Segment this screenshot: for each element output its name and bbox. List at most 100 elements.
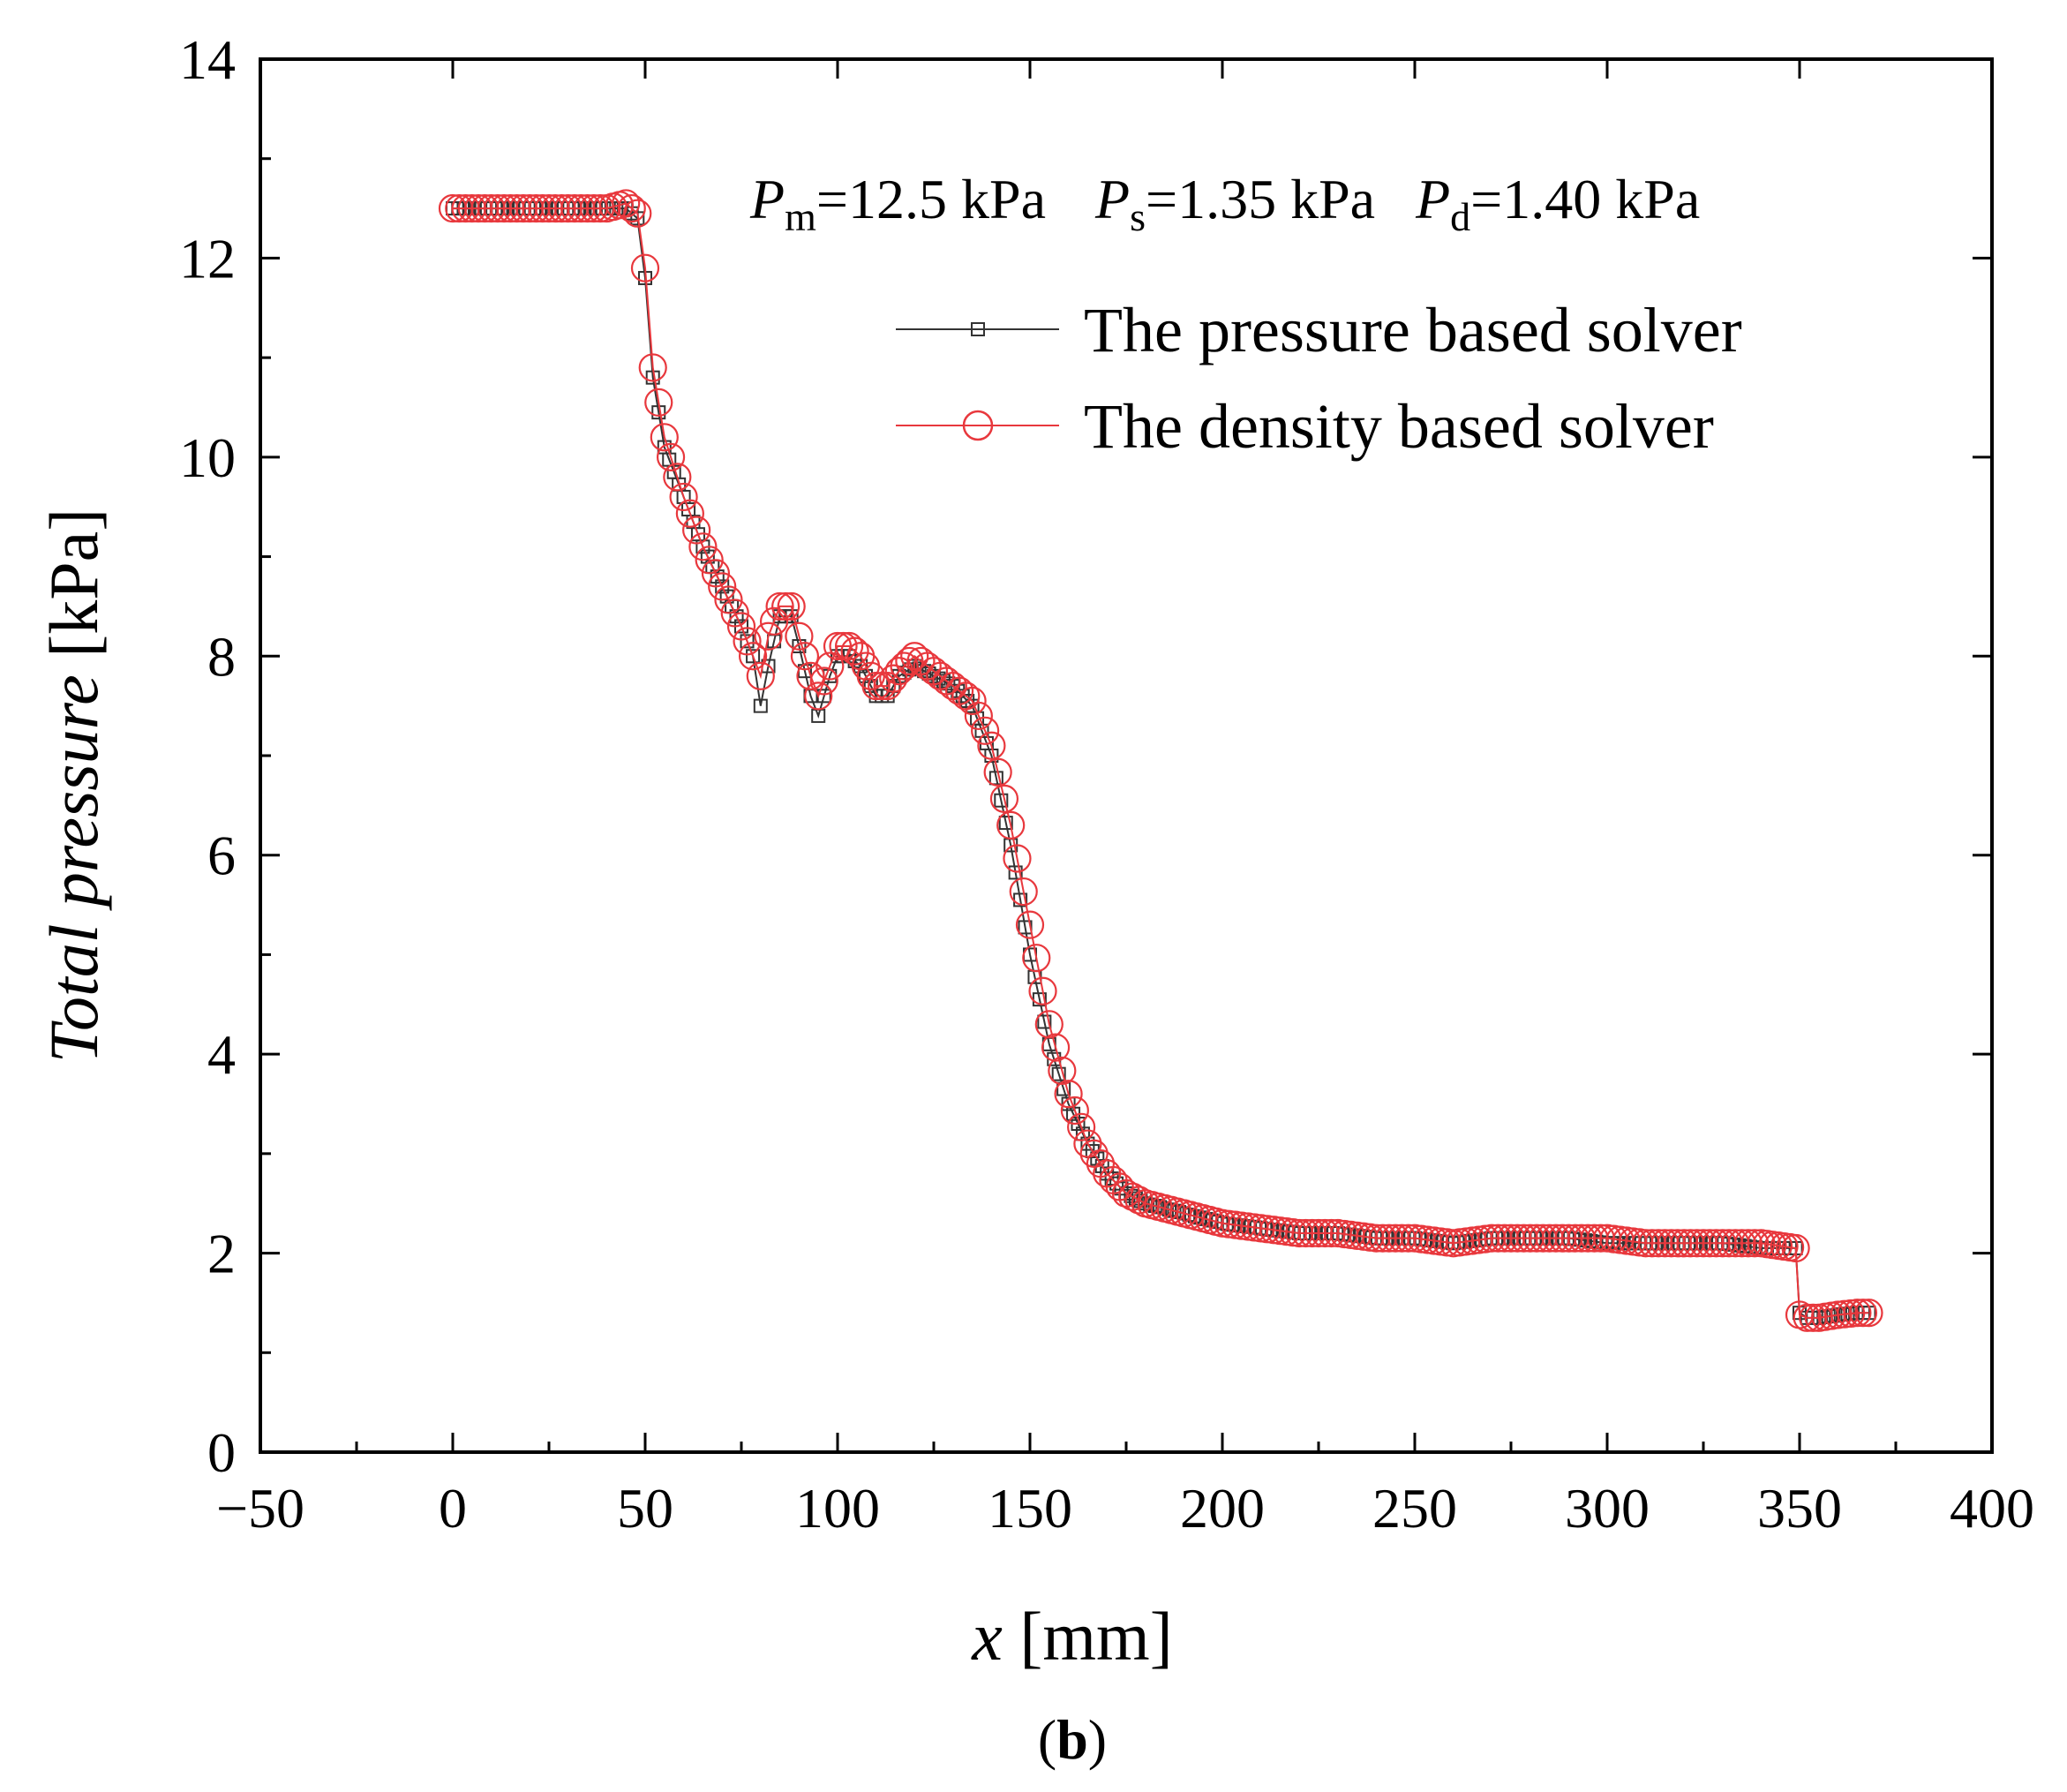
data-point xyxy=(1061,1096,1076,1111)
data-point xyxy=(1003,844,1032,873)
data-point xyxy=(809,666,838,696)
y-tick-label: 4 xyxy=(207,1023,236,1086)
axis-ticks xyxy=(259,57,1994,1454)
panel-paren-open: ( xyxy=(1038,1708,1056,1771)
x-tick-label: −50 xyxy=(216,1477,304,1540)
data-point xyxy=(1015,910,1045,939)
data-point xyxy=(984,749,999,763)
y-tick-label: 0 xyxy=(207,1421,236,1484)
data-point xyxy=(1104,1171,1119,1186)
data-point xyxy=(759,606,789,636)
data-point xyxy=(1114,1181,1129,1196)
series-square xyxy=(446,201,1876,1325)
data-point xyxy=(1118,1182,1147,1211)
series-line xyxy=(453,207,1869,1319)
x-tick-label: 0 xyxy=(439,1477,467,1540)
x-axis-var: x xyxy=(971,1598,1003,1675)
data-point xyxy=(998,816,1013,831)
data-point xyxy=(1051,1066,1066,1081)
data-point xyxy=(638,353,667,382)
x-axis-label: x [mm] xyxy=(971,1598,1172,1675)
data-point xyxy=(777,591,806,621)
annot-p-d-value: =1.40 kPa xyxy=(1470,168,1700,230)
data-point xyxy=(753,698,768,713)
y-axis-var: Total pressure xyxy=(35,674,112,1063)
data-point xyxy=(1054,1080,1083,1109)
data-point xyxy=(834,631,864,661)
panel-label: (b) xyxy=(1038,1708,1107,1771)
data-point xyxy=(1008,865,1023,880)
data-point xyxy=(895,646,924,676)
data-point xyxy=(675,499,704,528)
x-tick-label: 400 xyxy=(1950,1477,2034,1540)
data-point xyxy=(740,634,755,649)
data-point xyxy=(951,681,981,711)
data-point xyxy=(1793,1303,1822,1332)
data-point xyxy=(656,442,686,471)
legend-label-density: The density based solver xyxy=(1084,391,1714,462)
data-point xyxy=(1079,1139,1109,1168)
series-circle xyxy=(438,189,1883,1332)
data-point xyxy=(861,671,891,701)
data-point xyxy=(746,649,761,664)
data-point xyxy=(816,651,845,681)
pressure-annotation: Pm=12.5 kPa Ps=1.35 kPa Pd=1.40 kPa xyxy=(749,168,1700,239)
x-tick-label: 300 xyxy=(1565,1477,1650,1540)
panel-paren-close: ) xyxy=(1088,1708,1107,1771)
data-point xyxy=(804,681,833,711)
y-axis-unit: [kPa] xyxy=(35,508,112,674)
data-point xyxy=(941,676,956,691)
y-tick-label: 12 xyxy=(179,227,236,290)
x-tick-label: 50 xyxy=(617,1477,673,1540)
data-point xyxy=(617,193,646,223)
x-tick-label: 100 xyxy=(795,1477,880,1540)
data-point xyxy=(714,585,743,614)
data-point xyxy=(1080,1136,1095,1151)
data-point xyxy=(983,757,1012,787)
data-point xyxy=(994,793,1009,808)
data-point xyxy=(853,659,868,674)
data-point xyxy=(650,423,679,452)
data-point xyxy=(708,572,737,601)
panel-label-letter: b xyxy=(1056,1708,1088,1771)
data-point xyxy=(1799,1303,1828,1332)
data-point xyxy=(1041,1033,1071,1062)
annot-p-s-value: =1.35 kPa xyxy=(1146,168,1375,230)
y-tick-label: 14 xyxy=(179,28,236,91)
data-point xyxy=(720,599,749,628)
annot-p-s-sub: s xyxy=(1130,194,1146,239)
x-axis-unit: [mm] xyxy=(1003,1598,1173,1675)
data-point xyxy=(977,731,1006,760)
data-point xyxy=(1056,1081,1071,1096)
data-point xyxy=(1843,1299,1872,1328)
annot-p-s-var: P xyxy=(1094,168,1130,230)
data-point xyxy=(1733,1229,1763,1258)
data-point xyxy=(1022,944,1051,973)
data-point xyxy=(1109,1176,1124,1191)
data-point xyxy=(796,661,825,690)
data-point xyxy=(733,627,762,656)
data-point xyxy=(765,591,794,621)
data-point xyxy=(663,463,692,492)
legend-marker-circle xyxy=(962,410,994,441)
data-point xyxy=(688,532,718,561)
annot-p-d-var: P xyxy=(1415,168,1450,230)
annot-p-m-sub: m xyxy=(785,194,816,239)
annot-p-d-sub: d xyxy=(1450,194,1470,239)
data-point xyxy=(1854,1299,1883,1328)
data-point xyxy=(738,642,768,671)
data-point xyxy=(695,546,724,575)
data-point xyxy=(1124,1186,1154,1215)
data-point xyxy=(726,612,756,641)
data-point xyxy=(630,253,660,282)
data-point xyxy=(1727,1229,1756,1258)
y-tick-label: 10 xyxy=(179,426,236,489)
data-point xyxy=(784,609,799,624)
data-point xyxy=(996,810,1026,840)
data-point xyxy=(840,636,869,666)
data-point xyxy=(960,694,975,709)
data-point xyxy=(873,671,902,701)
data-point xyxy=(754,621,783,651)
